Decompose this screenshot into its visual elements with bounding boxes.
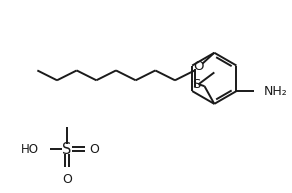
Text: O: O bbox=[62, 173, 72, 186]
Text: NH₂: NH₂ bbox=[264, 85, 288, 98]
Text: S: S bbox=[62, 142, 72, 157]
Text: O: O bbox=[89, 143, 99, 156]
Text: S: S bbox=[192, 78, 201, 91]
Text: O: O bbox=[193, 60, 204, 73]
Text: HO: HO bbox=[21, 143, 39, 156]
